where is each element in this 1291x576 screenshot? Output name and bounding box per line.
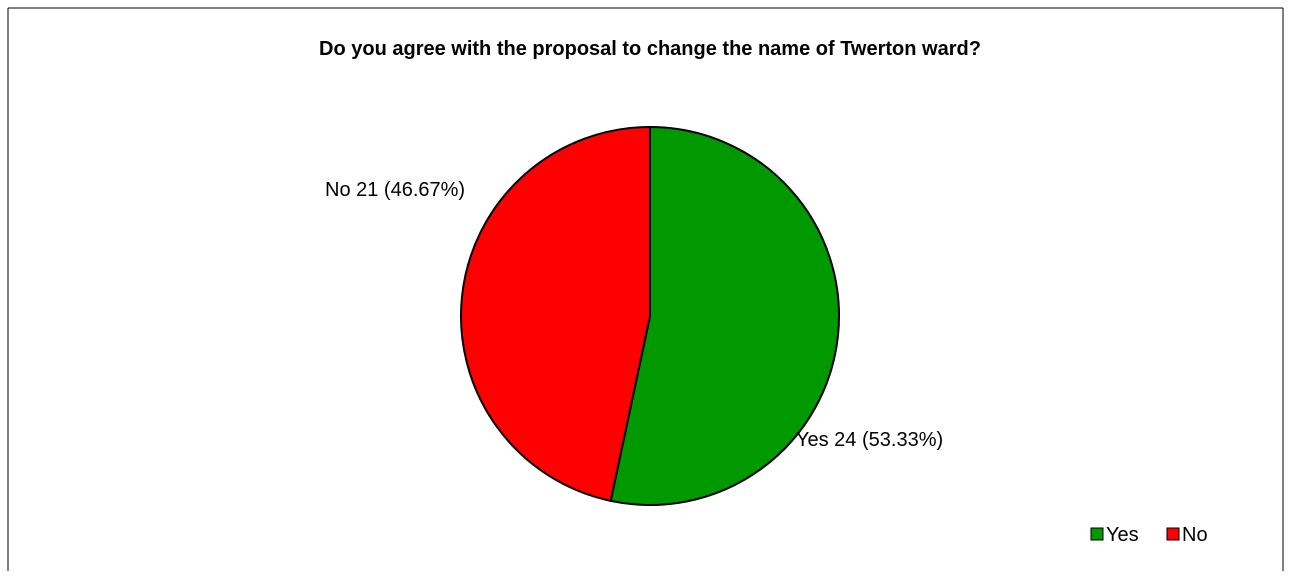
legend: Yes No [1090, 524, 1208, 546]
legend-label-no: No [1182, 524, 1208, 546]
pie-slices [460, 125, 840, 506]
slice-label-yes: Yes 24 (53.33%) [796, 429, 943, 451]
chart-title: Do you agree with the proposal to change… [319, 38, 981, 60]
slice-label-no: No 21 (46.67%) [325, 179, 465, 201]
pie-slice-yes [609, 125, 840, 506]
legend-swatch-no [1166, 527, 1180, 541]
legend-swatch-yes [1090, 527, 1104, 541]
legend-label-yes: Yes [1106, 524, 1139, 546]
pie-slice-no [460, 125, 651, 503]
